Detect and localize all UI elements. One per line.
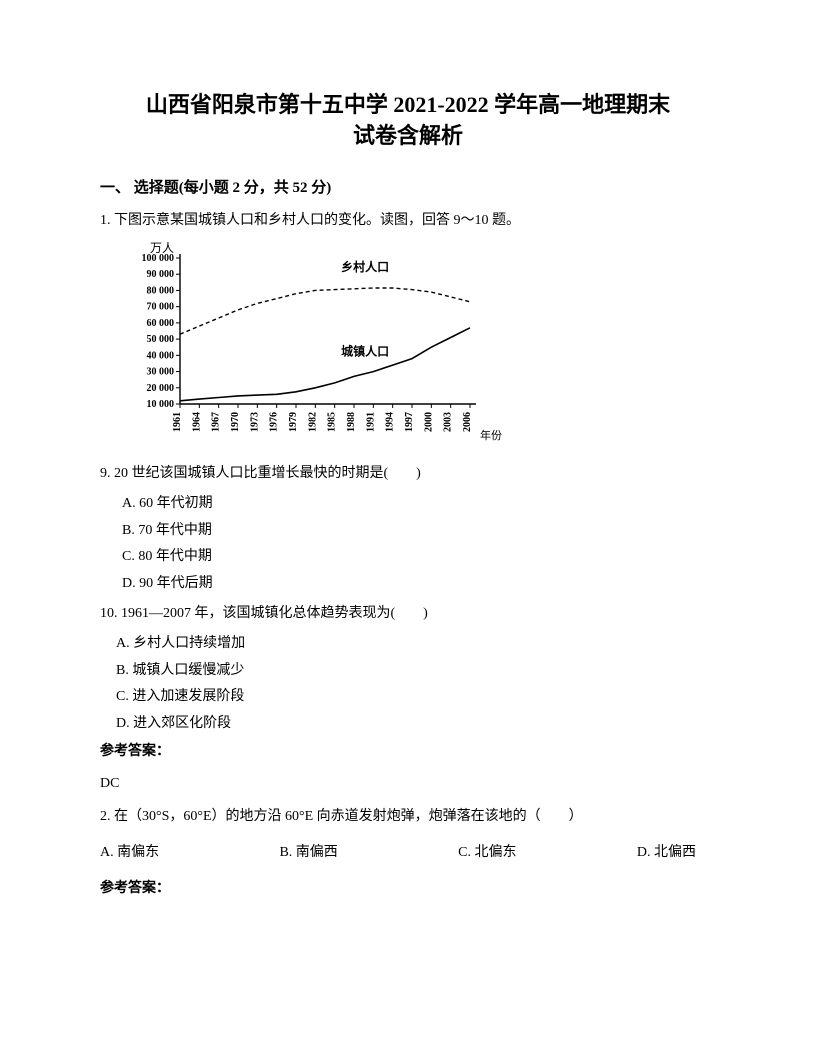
svg-text:1982: 1982 bbox=[307, 412, 318, 432]
svg-text:1961: 1961 bbox=[172, 412, 183, 432]
svg-text:1985: 1985 bbox=[327, 412, 338, 432]
q10-opt-d: D. 进入郊区化阶段 bbox=[116, 713, 716, 735]
svg-text:90 000: 90 000 bbox=[147, 269, 175, 280]
svg-text:2003: 2003 bbox=[443, 412, 454, 432]
q2-stem: 2. 在（30°S，60°E）的地方沿 60°E 向赤道发射炮弹，炮弹落在该地的… bbox=[100, 806, 716, 828]
q10-stem: 10. 1961—2007 年，该国城镇化总体趋势表现为( ) bbox=[100, 603, 716, 625]
svg-text:城镇人口: 城镇人口 bbox=[341, 343, 389, 358]
svg-text:1964: 1964 bbox=[191, 412, 202, 432]
q10-opt-a: A. 乡村人口持续增加 bbox=[116, 633, 716, 655]
chart-svg: 万人10 00020 00030 00040 00050 00060 00070… bbox=[110, 240, 510, 455]
svg-text:1976: 1976 bbox=[269, 412, 280, 432]
svg-text:1979: 1979 bbox=[288, 412, 299, 432]
svg-text:2006: 2006 bbox=[462, 412, 473, 432]
svg-text:1994: 1994 bbox=[385, 412, 396, 432]
svg-text:70 000: 70 000 bbox=[147, 302, 175, 313]
q2-opt-d: D. 北偏西 bbox=[637, 842, 696, 864]
q2-answer-label: 参考答案： bbox=[100, 878, 716, 900]
q10-opt-c: C. 进入加速发展阶段 bbox=[116, 686, 716, 708]
q1-answer: DC bbox=[100, 773, 716, 795]
q9-stem: 9. 20 世纪该国城镇人口比重增长最快的时期是( ) bbox=[100, 463, 716, 485]
q2-opt-c: C. 北偏东 bbox=[458, 842, 516, 864]
q1-stem: 1. 下图示意某国城镇人口和乡村人口的变化。读图，回答 9～10 题。 bbox=[100, 210, 716, 232]
q9-opt-d: D. 90 年代后期 bbox=[122, 573, 716, 595]
population-chart: 万人10 00020 00030 00040 00050 00060 00070… bbox=[110, 240, 716, 455]
svg-text:1991: 1991 bbox=[365, 412, 376, 432]
svg-text:1988: 1988 bbox=[346, 412, 357, 432]
svg-text:1973: 1973 bbox=[249, 412, 260, 432]
q2-options-row: A. 南偏东 B. 南偏西 C. 北偏东 D. 北偏西 bbox=[100, 842, 716, 864]
q2-opt-a: A. 南偏东 bbox=[100, 842, 159, 864]
title-line2: 试卷含解析 bbox=[353, 123, 463, 148]
q9-opt-b: B. 70 年代中期 bbox=[122, 520, 716, 542]
svg-text:1967: 1967 bbox=[211, 412, 222, 432]
svg-text:80 000: 80 000 bbox=[147, 285, 175, 296]
svg-text:30 000: 30 000 bbox=[147, 367, 175, 378]
svg-text:年份: 年份 bbox=[480, 428, 502, 442]
svg-text:2000: 2000 bbox=[423, 412, 434, 432]
q9-opt-c: C. 80 年代中期 bbox=[122, 546, 716, 568]
svg-text:100 000: 100 000 bbox=[142, 253, 175, 264]
svg-text:1997: 1997 bbox=[404, 412, 415, 432]
title-line1: 山西省阳泉市第十五中学 2021-2022 学年高一地理期末 bbox=[146, 92, 670, 117]
page-title: 山西省阳泉市第十五中学 2021-2022 学年高一地理期末 试卷含解析 bbox=[100, 90, 716, 152]
svg-text:50 000: 50 000 bbox=[147, 334, 175, 345]
svg-text:10 000: 10 000 bbox=[147, 399, 175, 410]
q2-opt-b: B. 南偏西 bbox=[279, 842, 337, 864]
q9-opt-a: A. 60 年代初期 bbox=[122, 493, 716, 515]
q1-answer-label: 参考答案： bbox=[100, 741, 716, 763]
svg-text:20 000: 20 000 bbox=[147, 383, 175, 394]
svg-text:1970: 1970 bbox=[230, 412, 241, 432]
svg-text:40 000: 40 000 bbox=[147, 350, 175, 361]
svg-text:60 000: 60 000 bbox=[147, 318, 175, 329]
section-heading: 一、 选择题(每小题 2 分，共 52 分) bbox=[100, 176, 716, 200]
q10-opt-b: B. 城镇人口缓慢减少 bbox=[116, 660, 716, 682]
svg-text:乡村人口: 乡村人口 bbox=[341, 259, 389, 274]
